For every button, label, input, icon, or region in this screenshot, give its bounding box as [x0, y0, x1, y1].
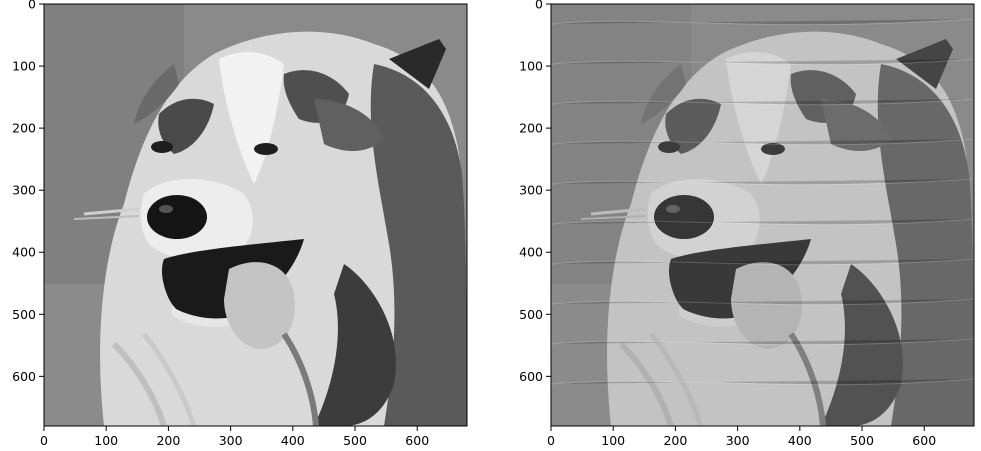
- left-image: [44, 4, 467, 426]
- right-x-tick-label: 500: [850, 433, 874, 448]
- right-x-tick-label: 400: [788, 433, 812, 448]
- right-y-tick-label: 500: [519, 307, 543, 322]
- left-x-tick-label: 100: [94, 433, 118, 448]
- right-y-tick-label: 200: [519, 121, 543, 136]
- left-x-tick-label: 400: [281, 433, 305, 448]
- left-x-axis: 0 100 200 300 400 500 600: [40, 426, 429, 448]
- left-y-tick-label: 0: [28, 0, 36, 12]
- right-x-tick-label: 300: [726, 433, 750, 448]
- right-image: [551, 4, 974, 426]
- right-panel: 0 100 200 300 400 500 600 0 100 200 300 400 500 600: [519, 0, 974, 448]
- left-y-tick-label: 400: [12, 245, 36, 260]
- right-x-tick-label: 200: [663, 433, 687, 448]
- left-x-tick-label: 600: [405, 433, 429, 448]
- left-y-axis: 0 100 200 300 400 500 600: [12, 0, 44, 384]
- left-y-tick-label: 100: [12, 59, 36, 74]
- right-x-tick-label: 100: [601, 433, 625, 448]
- left-y-tick-label: 300: [12, 183, 36, 198]
- left-x-tick-label: 0: [40, 433, 48, 448]
- right-x-tick-label: 600: [912, 433, 936, 448]
- right-y-tick-label: 400: [519, 245, 543, 260]
- right-y-tick-label: 300: [519, 183, 543, 198]
- right-y-tick-label: 100: [519, 59, 543, 74]
- left-x-tick-label: 500: [343, 433, 367, 448]
- left-y-tick-label: 600: [12, 369, 36, 384]
- left-y-tick-label: 200: [12, 121, 36, 136]
- right-x-axis: 0 100 200 300 400 500 600: [547, 426, 936, 448]
- right-y-tick-label: 600: [519, 369, 543, 384]
- right-x-tick-label: 0: [547, 433, 555, 448]
- left-x-tick-label: 200: [156, 433, 180, 448]
- left-panel: 0 100 200 300 400 500 600 0 100 200 300 400 500 600: [12, 0, 467, 448]
- right-y-tick-label: 0: [535, 0, 543, 12]
- left-y-tick-label: 500: [12, 307, 36, 322]
- left-x-tick-label: 300: [219, 433, 243, 448]
- right-y-axis: 0 100 200 300 400 500 600: [519, 0, 551, 384]
